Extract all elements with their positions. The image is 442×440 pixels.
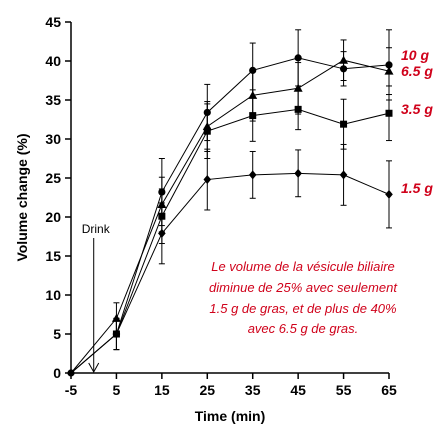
x-tick-label: 65 [381,382,397,398]
x-tick-label: 15 [154,382,170,398]
annotation-line-3: 1.5 g de gras, et de plus de 40% [209,301,396,316]
y-tick-label: 25 [45,170,61,186]
data-point [339,170,348,180]
data-point [294,168,302,178]
data-point [294,105,302,113]
y-axis-title: Volume change (%) [14,133,30,261]
annotation-line-1: Le volume de la vésicule biliaire [211,259,395,274]
y-tick-label: 30 [45,131,61,147]
y-tick-label: 10 [45,287,61,303]
data-point [293,83,303,92]
data-point-origin [67,369,75,377]
data-point [203,175,212,185]
y-tick-label: 5 [53,326,61,342]
data-point [384,66,394,75]
series-label-1-5g: 1.5 g [401,180,433,196]
data-point [248,170,257,180]
series-group [67,29,394,377]
x-tick-label: -5 [65,382,78,398]
y-tick-label: 15 [45,248,61,264]
axes: 0 5 10 15 20 25 30 35 40 45 -5 5 15 25 35 45 55 65 [45,14,397,398]
data-point [249,112,257,120]
y-tick-label: 0 [53,365,61,381]
data-point [158,228,166,238]
annotation-line-2: diminue de 25% avec seulement [209,280,398,295]
y-tick-label: 20 [45,209,61,225]
x-tick-label: 45 [290,382,306,398]
series-line [70,57,390,374]
series-line [70,59,390,374]
data-point [294,54,302,62]
y-tick-label: 45 [45,14,61,30]
series-label-6-5g: 6.5 g [401,63,433,79]
y-tick-label: 35 [45,92,61,108]
data-point [385,189,393,199]
x-tick-label: 35 [245,382,261,398]
data-point [340,120,348,128]
y-tick-label: 40 [45,53,61,69]
series-line [70,108,390,374]
annotation-line-4: avec 6.5 g de gras. [248,321,359,336]
drink-arrow-head [88,362,100,374]
series-line [70,172,390,374]
data-point [339,55,349,64]
series-label-10g: 10 g [401,47,429,63]
x-tick-label: 25 [199,382,215,398]
x-tick-label: 5 [113,382,121,398]
data-point [112,329,121,339]
data-point [203,127,211,135]
x-tick-label: 55 [336,382,352,398]
series-label-3-5g: 3.5 g [401,101,433,117]
drink-label: Drink [82,222,111,236]
x-axis-title: Time (min) [195,408,266,424]
data-point [385,109,393,117]
series-1-5-g [70,143,393,374]
